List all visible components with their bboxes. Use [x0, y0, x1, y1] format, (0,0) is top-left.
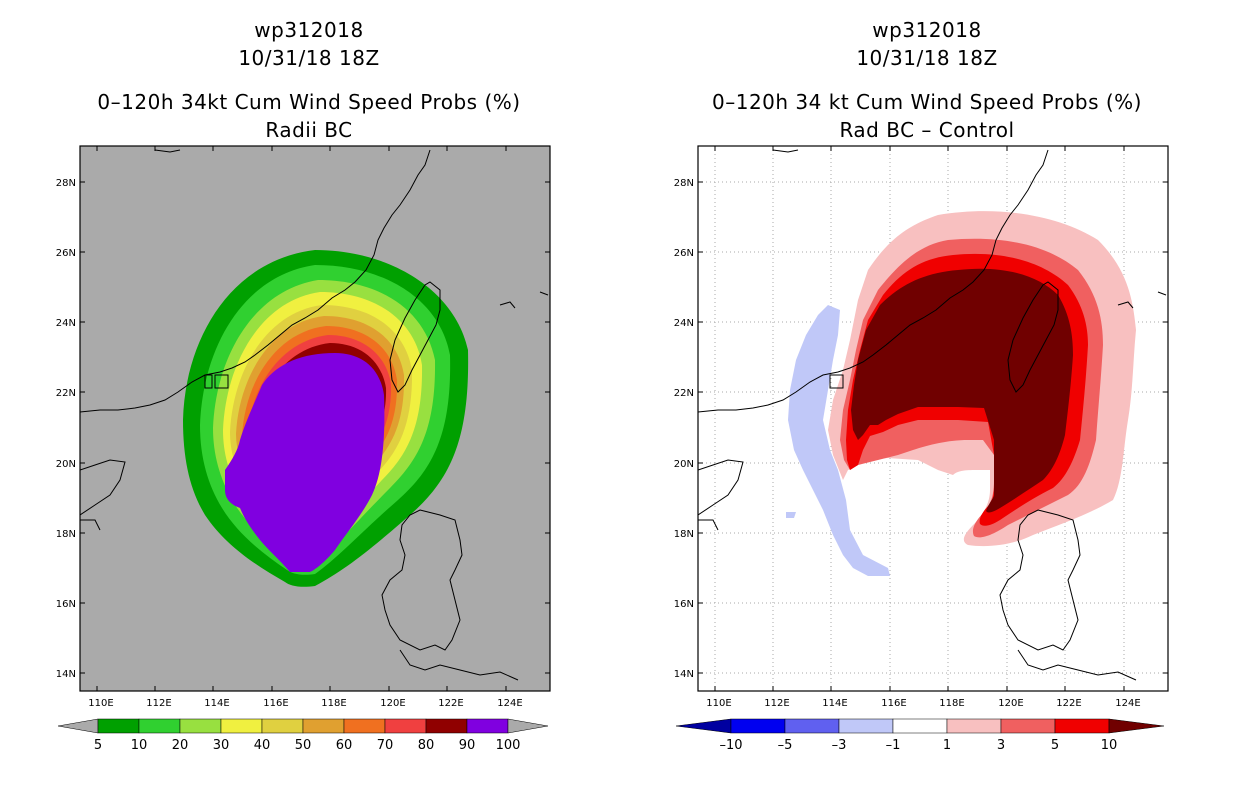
right-y-tick-label: 14N — [674, 669, 694, 680]
diff-band-neg1-to-neg3 — [788, 305, 890, 576]
left-colorbar-box — [302, 718, 345, 734]
left-colorbar-label: 80 — [418, 738, 435, 753]
right-y-tick-label: 26N — [674, 248, 694, 259]
right-y-tick-label: 16N — [674, 599, 694, 610]
left-datetime: 10/31/18 18Z — [238, 46, 380, 70]
left-colorbar-box — [466, 718, 509, 734]
right-map-svg: 110E 112E 114E 116E 118E 120E 122E 124E 28N26N2… — [674, 145, 1169, 753]
left-y-tick-label: 24N — [56, 318, 76, 329]
left-y-tick-label: 28N — [56, 178, 76, 189]
left-y-tick-label: 16N — [56, 599, 76, 610]
left-colorbar-box — [384, 718, 427, 734]
left-x-tick-label: 118E — [321, 698, 346, 709]
left-colorbar-label: 30 — [213, 738, 230, 753]
left-colorbar-label: 40 — [254, 738, 271, 753]
right-colorbar-box — [946, 718, 1002, 734]
left-colorbar-box — [261, 718, 304, 734]
right-y-tick-label: 28N — [674, 178, 694, 189]
right-colorbar-box — [892, 718, 948, 734]
left-x-tick-label: 124E — [497, 698, 522, 709]
right-y-tick-label: 20N — [674, 459, 694, 470]
left-map-panel: wp312018 10/31/18 18Z 0–120h 34kt Cum Wi… — [56, 18, 551, 753]
left-colorbar-label: 10 — [131, 738, 148, 753]
left-y-tick-label: 22N — [56, 388, 76, 399]
left-x-tick-label: 120E — [380, 698, 405, 709]
right-x-axis: 110E 112E 114E 116E 118E 120E 122E 124E — [706, 146, 1141, 709]
left-colorbar-label: 50 — [295, 738, 312, 753]
right-map-frame — [697, 145, 1169, 692]
left-x-axis: 110E 112E 114E 116E 118E 120E 122E 124E — [88, 146, 523, 709]
left-colorbar-box — [220, 718, 263, 734]
right-x-tick-label: 112E — [764, 698, 789, 709]
left-colorbar-box — [97, 718, 140, 734]
right-colorbar-label: –10 — [719, 738, 742, 753]
left-colorbar-label: 100 — [496, 738, 521, 753]
left-colorbar-box — [138, 718, 181, 734]
left-storm-id: wp312018 — [254, 18, 364, 42]
right-y-axis: 28N 26N 24N 22N 20N 18N 16N 14N — [674, 178, 1168, 680]
diff-band-neg1-small — [786, 512, 796, 518]
right-x-tick-label: 120E — [998, 698, 1023, 709]
right-colorbar-box — [1054, 718, 1110, 734]
right-storm-id: wp312018 — [872, 18, 982, 42]
right-colorbar-label: 1 — [943, 738, 951, 753]
right-datetime: 10/31/18 18Z — [856, 46, 998, 70]
left-colorbar-label: 70 — [377, 738, 394, 753]
right-y-tick-label: 24N — [674, 318, 694, 329]
right-subtitle: Rad BC – Control — [839, 118, 1015, 142]
left-colorbar-low-arrow — [57, 718, 99, 734]
left-colorbar-box — [425, 718, 468, 734]
right-product-title: 0–120h 34 kt Cum Wind Speed Probs (%) — [712, 90, 1142, 114]
right-colorbar-label: –1 — [886, 738, 901, 753]
left-colorbar-label: 60 — [336, 738, 353, 753]
right-y-tick-label: 22N — [674, 388, 694, 399]
right-colorbar-box — [1000, 718, 1056, 734]
left-x-tick-label: 110E — [88, 698, 113, 709]
left-colorbar-label: 90 — [459, 738, 476, 753]
right-colorbar: –10 –5 –3 –1 1 3 5 10 — [675, 718, 1165, 753]
right-x-tick-label: 118E — [939, 698, 964, 709]
left-colorbar-label: 20 — [172, 738, 189, 753]
left-colorbar-box — [343, 718, 386, 734]
left-x-tick-label: 116E — [263, 698, 288, 709]
right-colorbar-label: 3 — [997, 738, 1005, 753]
right-colorbar-box — [784, 718, 840, 734]
right-map-panel: wp312018 10/31/18 18Z 0–120h 34 kt Cum W… — [618, 0, 1236, 800]
right-colorbar-high-arrow — [1108, 718, 1165, 734]
right-colorbar-low-arrow — [675, 718, 732, 734]
left-y-tick-label: 26N — [56, 248, 76, 259]
right-colorbar-box — [730, 718, 786, 734]
right-coastline — [698, 149, 1167, 681]
left-y-tick-label: 20N — [56, 459, 76, 470]
right-x-tick-label: 116E — [881, 698, 906, 709]
left-map-svg: 110E 112E 114E 116E 118E 120E 122E 124E 28N26N2… — [56, 145, 551, 753]
left-x-tick-label: 112E — [146, 698, 171, 709]
right-x-tick-label: 124E — [1115, 698, 1140, 709]
left-y-tick-label: 18N — [56, 529, 76, 540]
left-colorbar-box — [179, 718, 222, 734]
left-colorbar: 5 10 20 30 40 50 60 70 80 90 100 — [57, 718, 549, 753]
right-x-tick-label: 110E — [706, 698, 731, 709]
left-map-frame — [79, 145, 551, 692]
left-coastline — [80, 149, 549, 681]
prob-band-90 — [225, 353, 385, 572]
right-x-tick-label: 122E — [1056, 698, 1081, 709]
left-x-tick-label: 114E — [204, 698, 229, 709]
left-x-tick-label: 122E — [438, 698, 463, 709]
left-subtitle: Radii BC — [265, 118, 353, 142]
right-colorbar-label: 10 — [1101, 738, 1118, 753]
left-y-tick-label: 14N — [56, 669, 76, 680]
right-x-tick-label: 114E — [822, 698, 847, 709]
left-y-axis: 28N 26N 24N 22N 20N 18N 16N 14N — [56, 178, 550, 680]
right-colorbar-label: –5 — [778, 738, 793, 753]
right-colorbar-label: 5 — [1051, 738, 1059, 753]
right-colorbar-label: –3 — [832, 738, 847, 753]
right-y-tick-label: 18N — [674, 529, 694, 540]
left-colorbar-label: 5 — [94, 738, 102, 753]
left-product-title: 0–120h 34kt Cum Wind Speed Probs (%) — [97, 90, 521, 114]
right-colorbar-box — [838, 718, 894, 734]
left-colorbar-high-arrow — [507, 718, 549, 734]
